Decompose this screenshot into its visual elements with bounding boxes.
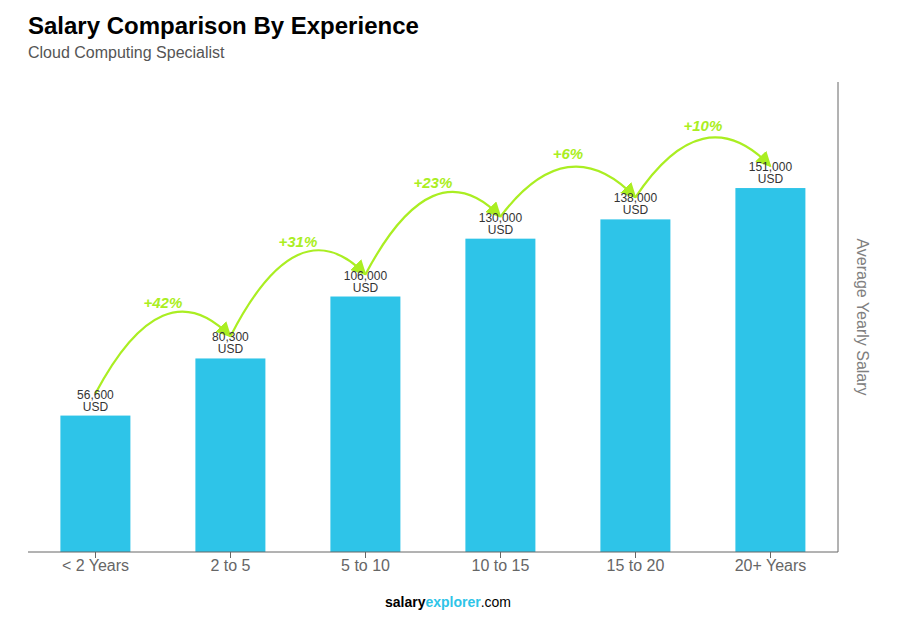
svg-text:+31%: +31% <box>279 233 318 250</box>
svg-text:151,000USD: 151,000USD <box>749 160 793 186</box>
svg-text:Average Yearly Salary: Average Yearly Salary <box>854 238 871 395</box>
svg-text:2 to 5: 2 to 5 <box>210 557 250 574</box>
svg-text:10 to 15: 10 to 15 <box>472 557 530 574</box>
svg-text:15 to 20: 15 to 20 <box>607 557 665 574</box>
svg-text:130,000USD: 130,000USD <box>479 211 523 237</box>
html-text:salary explorer.com: salary explorer.com <box>385 594 511 610</box>
svg-text:80,300USD: 80,300USD <box>212 330 249 356</box>
svg-text:< 2 Years: < 2 Years <box>62 557 129 574</box>
svg-text:+10%: +10% <box>684 117 723 134</box>
svg-text:20+ Years: 20+ Years <box>735 557 807 574</box>
svg-text:+23%: +23% <box>414 174 453 191</box>
svg-text:106,000USD: 106,000USD <box>344 269 388 295</box>
svg-text:+42%: +42% <box>144 294 183 311</box>
svg-text:138,000USD: 138,000USD <box>614 191 658 217</box>
svg-text:5 to 10: 5 to 10 <box>341 557 390 574</box>
svg-text:56,600USD: 56,600USD <box>77 388 114 414</box>
html-text:Salary Comparison By Experienc: Salary Comparison By Experience <box>28 12 419 39</box>
html-text:Cloud Computing Specialist: Cloud Computing Specialist <box>28 44 225 61</box>
svg-text:+6%: +6% <box>553 145 583 162</box>
